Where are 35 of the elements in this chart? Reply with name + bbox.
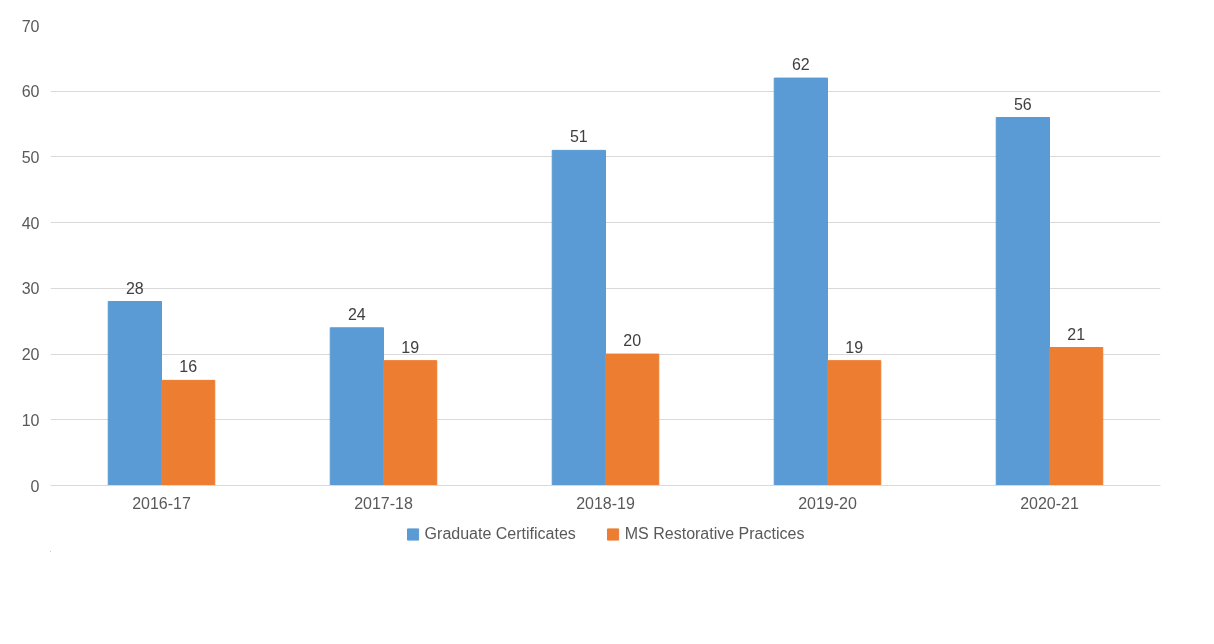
bar: [161, 379, 216, 486]
y-tick-label: 50: [21, 148, 40, 166]
bar: [383, 360, 438, 486]
bar: [329, 327, 384, 486]
legend-label: MS Restorative Practices: [624, 524, 805, 543]
bar: [1049, 347, 1104, 486]
y-tick-label: 10: [21, 411, 40, 429]
bar: [605, 353, 660, 486]
data-label: 28: [125, 279, 144, 297]
bar: [995, 117, 1050, 486]
y-tick-label: 60: [21, 83, 40, 101]
data-label: 21: [1067, 325, 1086, 343]
bar: [773, 77, 828, 486]
data-label: 24: [347, 305, 366, 323]
x-tick-label: 2019-20: [798, 494, 857, 512]
data-label: 16: [179, 358, 198, 376]
data-label: 19: [845, 338, 864, 356]
bar: [827, 360, 882, 486]
y-tick-label: 0: [30, 477, 40, 495]
y-tick-label: 30: [21, 280, 40, 298]
data-label: 62: [791, 56, 810, 74]
data-label: 19: [401, 338, 420, 356]
data-label: 51: [569, 128, 588, 146]
legend-label: Graduate Certificates: [424, 524, 576, 543]
x-tick-label: 2018-19: [576, 494, 635, 512]
y-tick-label: 20: [21, 346, 40, 364]
data-label: 56: [1013, 95, 1032, 113]
x-tick-label: 2020-21: [1020, 494, 1079, 512]
bar: [107, 301, 162, 486]
bar: [551, 149, 606, 486]
x-tick-label: 2017-18: [354, 494, 413, 512]
data-label: 20: [623, 332, 642, 350]
y-tick-label: 70: [21, 17, 40, 35]
y-tick-label: 40: [21, 214, 40, 232]
x-tick-label: 2016-17: [132, 494, 191, 512]
